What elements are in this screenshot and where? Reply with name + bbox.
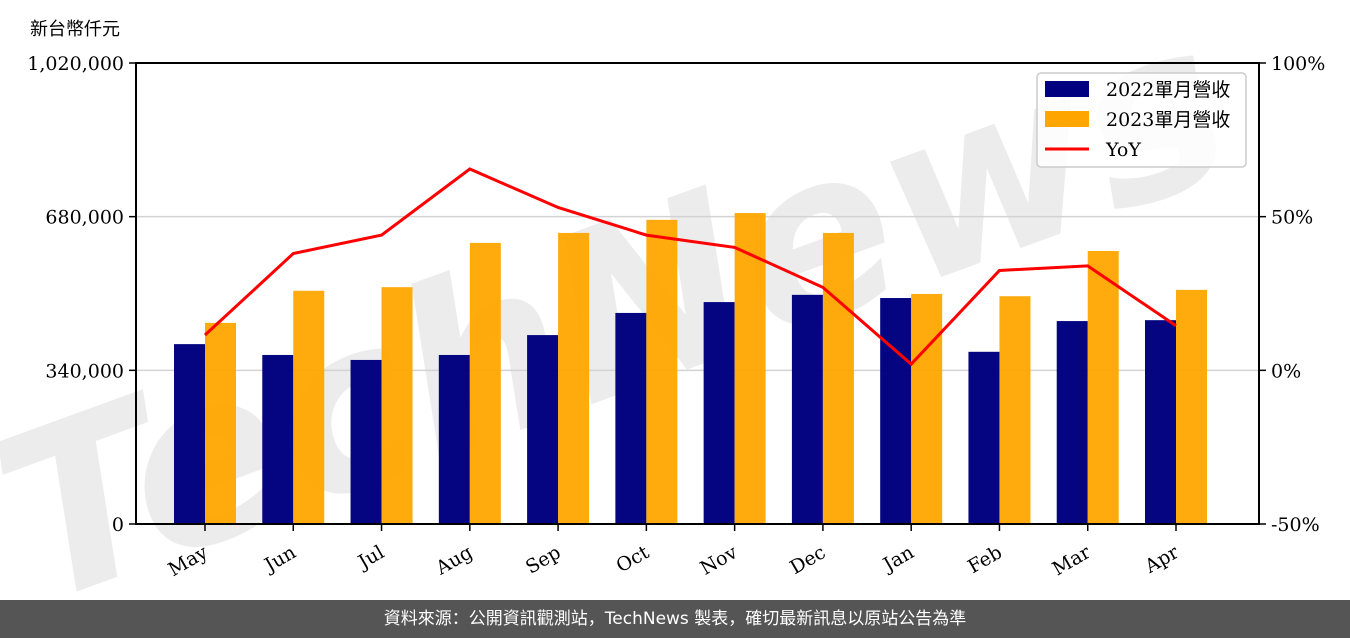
bar-2022 <box>438 354 470 524</box>
bar-2023 <box>734 213 766 525</box>
y-tick-label: 340,000 <box>45 360 124 382</box>
y-tick-label: 680,000 <box>45 207 124 229</box>
x-tick-label: Sep <box>522 541 565 578</box>
bar-2023 <box>822 232 854 524</box>
bar-2023 <box>558 232 590 524</box>
x-tick-label: Dec <box>786 541 829 579</box>
bar-2022 <box>880 298 912 524</box>
bar-2023 <box>205 322 236 524</box>
bar-2022 <box>174 344 205 524</box>
x-tick-label: Oct <box>613 541 654 577</box>
y2-tick-label: -50% <box>1271 514 1320 536</box>
bar-2022 <box>527 335 559 524</box>
bar-2022 <box>703 302 735 524</box>
y2-tick-label: 50% <box>1271 207 1313 229</box>
bar-2023 <box>999 296 1031 524</box>
x-tick-label: Nov <box>697 541 742 580</box>
yoy-polyline <box>203 167 1177 367</box>
bar-2022 <box>791 294 823 524</box>
y-tick-label: 0 <box>112 514 124 536</box>
source-footer: 資料來源：公開資訊觀測站，TechNews 製表，確切最新訊息以原站公告為準 <box>0 600 1350 638</box>
bar-2023 <box>469 242 501 525</box>
yoy-line <box>203 167 1177 367</box>
y-axis-unit-label: 新台幣仟元 <box>30 19 120 40</box>
bar-2023 <box>646 219 678 525</box>
y2-tick-label: 0% <box>1271 360 1301 382</box>
bar-2022 <box>1145 320 1176 524</box>
bar-2022 <box>615 312 647 524</box>
x-tick-label: Aug <box>431 541 476 580</box>
legend-label: YoY <box>1105 139 1141 161</box>
bar-2023 <box>911 293 943 524</box>
legend-label: 2022單月營收 <box>1106 79 1230 101</box>
legend: 2022單月營收 2023單月營收 YoY <box>1036 72 1247 168</box>
x-tick-label: Jan <box>878 541 918 577</box>
bar-2022 <box>968 351 1000 524</box>
x-tick-label: Apr <box>1140 541 1183 578</box>
x-tick-label: Mar <box>1049 541 1095 580</box>
bar-2022 <box>350 359 382 524</box>
bar-2023 <box>1087 251 1119 524</box>
legend-label: 2023單月營收 <box>1106 109 1230 131</box>
y2-tick-label: 100% <box>1271 53 1325 75</box>
bar-series <box>174 213 1207 525</box>
bar-2022 <box>262 354 294 524</box>
bar-2022 <box>1056 321 1088 524</box>
bar-2023 <box>381 287 413 524</box>
bar-2023 <box>293 290 325 524</box>
y-tick-label: 1,020,000 <box>27 53 124 75</box>
x-tick-label: Feb <box>964 541 1006 578</box>
bar-2023 <box>1176 289 1207 524</box>
revenue-chart: TechNews 0340,000680,0001,020,000-50%0%5… <box>0 0 1325 600</box>
